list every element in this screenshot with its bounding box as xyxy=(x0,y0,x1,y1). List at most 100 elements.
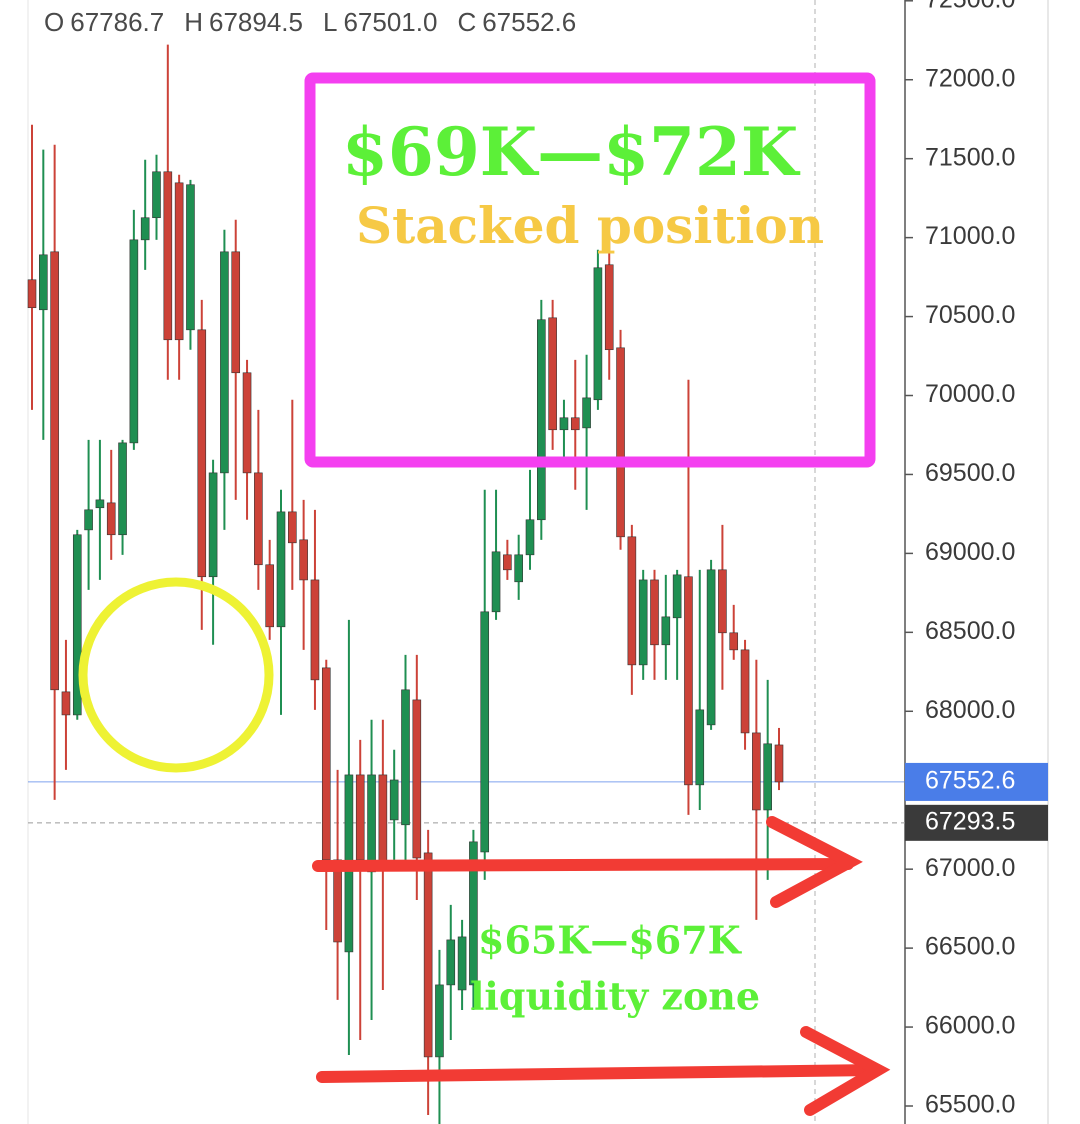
candle-body xyxy=(718,569,727,634)
candle-body xyxy=(321,667,331,861)
candle-body xyxy=(288,511,297,544)
ohlc-value: 67894.5 xyxy=(209,7,303,37)
candle-body xyxy=(559,417,569,431)
candle-body xyxy=(684,576,693,786)
y-tick-label: 72500.0 xyxy=(925,0,1015,13)
candle-body xyxy=(401,689,410,826)
candle-body xyxy=(378,774,388,871)
ohlc-header: O 67786.7 H 67894.5 L 67501.0 C 67552.6 xyxy=(44,7,576,37)
candle-body xyxy=(650,579,659,646)
zone-low-label: $65K—$67K xyxy=(478,918,743,963)
candle-body xyxy=(355,774,365,861)
candle-body xyxy=(231,251,241,374)
y-tick-label: 69000.0 xyxy=(925,538,1015,566)
arrow-lower xyxy=(316,1026,891,1116)
candle-body xyxy=(310,579,320,681)
y-tick-label: 66000.0 xyxy=(925,1012,1015,1040)
candle-body xyxy=(593,267,603,401)
candle-body xyxy=(84,509,93,531)
candle-body xyxy=(706,569,716,726)
price-label: 67552.6 xyxy=(925,767,1015,795)
highlight-circle xyxy=(78,577,274,773)
candle-body xyxy=(480,611,490,853)
candle-body xyxy=(163,171,173,341)
price-label-box xyxy=(905,762,1048,801)
ohlc-key: L xyxy=(323,7,337,37)
candle-body xyxy=(140,217,150,241)
y-tick-label: 65500.0 xyxy=(925,1091,1015,1119)
candle-body xyxy=(186,184,195,331)
zone-box xyxy=(304,72,876,468)
candle-body xyxy=(106,502,116,536)
candle-body xyxy=(423,852,433,1058)
candle-body xyxy=(118,442,127,536)
candle-body xyxy=(763,743,772,811)
ohlc-value: 67501.0 xyxy=(343,7,437,37)
ohlc-key: C xyxy=(457,7,476,37)
candle-body xyxy=(616,347,625,538)
crosshair-label: 67293.5 xyxy=(925,807,1015,835)
candle-body xyxy=(197,329,207,578)
candle-body xyxy=(752,732,761,811)
candle-body xyxy=(661,616,671,646)
y-tick-label: 69500.0 xyxy=(925,459,1015,487)
candle-body xyxy=(729,632,739,651)
candle-body xyxy=(491,551,501,613)
candle-body xyxy=(435,984,444,1058)
ohlc-key: H xyxy=(184,7,203,37)
zone-low-note: liquidity zone xyxy=(470,974,760,1019)
candle-body xyxy=(152,171,161,219)
candle-body xyxy=(457,936,467,991)
candle-body xyxy=(208,472,218,578)
candle-body xyxy=(265,564,274,628)
candle-body xyxy=(672,574,682,619)
candle-body xyxy=(389,779,399,821)
candle-body xyxy=(469,841,478,986)
candle-body xyxy=(27,279,37,309)
y-tick-label: 68500.0 xyxy=(925,617,1015,645)
zone-high-label: $69K—$72K xyxy=(342,113,801,191)
y-tick-label: 70500.0 xyxy=(925,301,1015,329)
candle-body xyxy=(299,539,308,581)
candle-body xyxy=(627,536,637,666)
candle-body xyxy=(774,744,784,783)
candle-body xyxy=(503,554,512,571)
candle-body xyxy=(242,372,252,474)
arrow-upper xyxy=(312,816,863,908)
candle-body xyxy=(61,691,71,716)
candle-body xyxy=(604,264,614,351)
candle-body xyxy=(220,251,229,474)
y-tick-label: 67000.0 xyxy=(925,854,1015,882)
candle-body xyxy=(174,182,184,341)
candle-body xyxy=(39,254,48,311)
candle-body xyxy=(570,417,580,431)
candle-body xyxy=(333,859,342,943)
candle-body xyxy=(740,649,750,734)
candle-body xyxy=(695,709,705,786)
y-tick-label: 66500.0 xyxy=(925,933,1015,961)
candle-body xyxy=(95,499,105,509)
candle-body xyxy=(276,511,286,628)
candle-body xyxy=(50,251,59,691)
ohlc-key: O xyxy=(44,7,64,37)
y-tick-label: 71500.0 xyxy=(925,143,1015,171)
annotations: $69K—$72K Stacked position $65K—$67K liq… xyxy=(78,72,891,1116)
candle-body xyxy=(446,939,456,986)
y-tick-label: 71000.0 xyxy=(925,222,1015,250)
candle-body xyxy=(514,554,523,583)
y-tick-label: 72000.0 xyxy=(925,64,1015,92)
candle-body xyxy=(525,519,535,556)
candle-body xyxy=(412,699,422,859)
candle-body xyxy=(367,774,376,873)
y-tick-label: 70000.0 xyxy=(925,380,1015,408)
candle-body xyxy=(72,534,82,716)
crosshair-label-box xyxy=(905,804,1048,841)
candle-body xyxy=(129,239,139,444)
ohlc-value: 67552.6 xyxy=(482,7,576,37)
candle-body xyxy=(638,579,648,666)
y-tick-label: 68000.0 xyxy=(925,696,1015,724)
candle-body xyxy=(537,319,546,521)
candle-body xyxy=(548,317,557,431)
ohlc-value: 67786.7 xyxy=(70,7,164,37)
